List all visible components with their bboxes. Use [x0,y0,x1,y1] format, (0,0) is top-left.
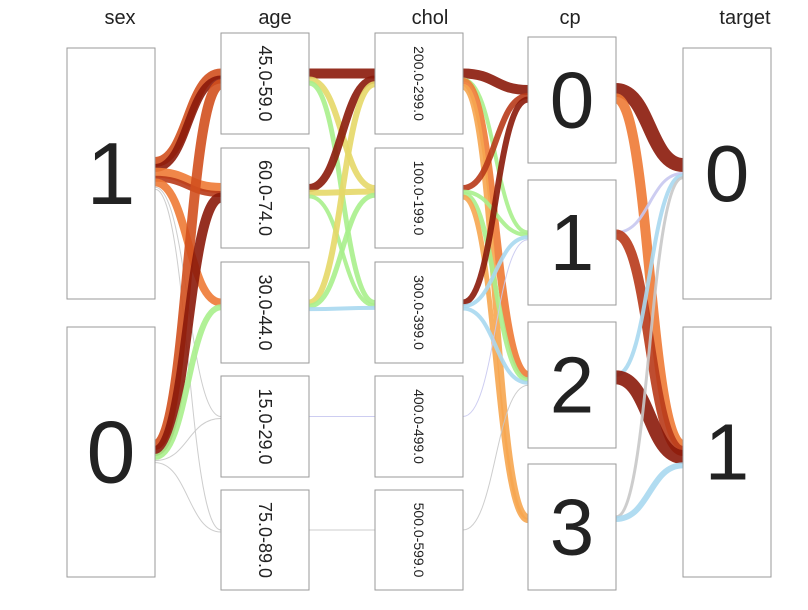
ribbon-sex-1-to-age-60.0-74.0-2[interactable] [154,167,222,193]
node-age-60.0-74.0[interactable]: 60.0-74.0 [220,147,310,249]
ribbon-sex-1-to-age-45.0-59.0-1[interactable] [154,75,222,172]
dimension-label-target: target [719,7,771,29]
node-box-age-30.0-44.0[interactable] [220,261,310,364]
node-box-chol-500.0-599.0[interactable] [374,489,464,591]
node-label-chol-500.0-599.0: 500.0-599.0 [411,503,427,578]
dimension-label-age: age [258,7,291,29]
node-age-75.0-89.0[interactable]: 75.0-89.0 [220,489,310,591]
ribbon-chol-100.0-199.0-to-cp-3-30[interactable] [461,194,530,524]
ribbon-cp-3-to-target-1-43[interactable] [615,462,684,522]
node-box-age-60.0-74.0[interactable] [220,147,310,249]
ribbon-age-60.0-74.0-to-chol-200.0-299.0-15[interactable] [308,75,376,192]
node-cp-2[interactable]: 2 [527,321,617,449]
dimension-label-sex: sex [104,7,135,29]
ribbon-chol-300.0-399.0-to-cp-1-32[interactable] [462,235,529,309]
node-box-chol-200.0-299.0[interactable] [374,32,464,135]
node-label-age-75.0-89.0: 75.0-89.0 [255,502,275,578]
node-label-chol-300.0-399.0: 300.0-399.0 [411,275,427,350]
ribbon-chol-500.0-599.0-to-cp-2-35[interactable] [462,384,529,531]
node-age-45.0-59.0[interactable]: 45.0-59.0 [220,32,310,135]
node-target-0[interactable]: 0 [682,47,772,300]
node-box-target-0[interactable] [682,47,772,300]
ribbon-chol-200.0-299.0-to-cp-2-25[interactable] [461,77,530,379]
dimension-label-chol: chol [412,7,449,29]
node-chol-200.0-299.0[interactable]: 200.0-299.0 [374,32,464,135]
node-age-30.0-44.0[interactable]: 30.0-44.0 [220,261,310,364]
node-label-cp-1: 1 [550,198,595,287]
dimension-label-cp: cp [559,7,580,29]
node-cp-1[interactable]: 1 [527,179,617,306]
ribbon-cp-0-to-target-0-36[interactable] [614,83,685,172]
node-label-age-30.0-44.0: 30.0-44.0 [255,274,275,350]
node-label-target-1: 1 [705,408,750,497]
node-box-chol-300.0-399.0[interactable] [374,261,464,364]
ribbon-cp-1-to-target-0-38[interactable] [615,171,684,234]
node-cp-3[interactable]: 3 [527,463,617,591]
ribbon-sex-1-to-age-60.0-74.0-3[interactable] [154,175,222,197]
node-label-sex-1: 1 [87,124,136,223]
node-target-1[interactable]: 1 [682,326,772,578]
node-box-age-75.0-89.0[interactable] [220,489,310,591]
node-box-chol-100.0-199.0[interactable] [374,147,464,249]
ribbon-age-30.0-44.0-to-chol-300.0-399.0-20[interactable] [308,305,376,312]
node-cp-0[interactable]: 0 [527,36,617,164]
node-label-cp-3: 3 [550,483,595,572]
node-box-target-1[interactable] [682,326,772,578]
node-label-age-60.0-74.0: 60.0-74.0 [255,160,275,236]
ribbon-chol-200.0-299.0-to-cp-3-26[interactable] [461,83,530,520]
node-chol-300.0-399.0[interactable]: 300.0-399.0 [374,261,464,364]
node-box-chol-400.0-499.0[interactable] [374,375,464,478]
node-chol-500.0-599.0[interactable]: 500.0-599.0 [374,489,464,591]
ribbon-sex-0-to-age-75.0-89.0-11[interactable] [154,462,222,533]
ribbon-chol-100.0-199.0-to-cp-0-27[interactable] [462,93,529,191]
node-label-chol-400.0-499.0: 400.0-499.0 [411,389,427,464]
node-box-sex-1[interactable] [66,47,156,300]
node-label-age-15.0-29.0: 15.0-29.0 [255,388,275,464]
ribbon-chol-200.0-299.0-to-cp-0-23[interactable] [462,68,529,95]
node-box-cp-0[interactable] [527,36,617,164]
node-label-cp-0: 0 [550,56,595,145]
ribbon-chol-300.0-399.0-to-cp-0-31[interactable] [462,96,529,306]
node-box-age-15.0-29.0[interactable] [220,375,310,478]
node-layer: 1 0 45.0-59.0 60.0-74.0 30.0-44.0 15.0-29.0 75… [66,32,772,591]
node-label-age-45.0-59.0: 45.0-59.0 [255,45,275,121]
node-box-cp-1[interactable] [527,179,617,306]
ribbon-cp-2-to-target-0-40[interactable] [615,173,684,377]
ribbon-cp-2-to-target-1-41[interactable] [614,370,685,464]
node-label-cp-2: 2 [550,341,595,430]
ribbon-age-30.0-44.0-to-chol-200.0-299.0-18[interactable] [307,81,377,306]
node-box-sex-0[interactable] [66,326,156,578]
node-sex-1[interactable]: 1 [66,47,156,300]
node-age-15.0-29.0[interactable]: 15.0-29.0 [220,375,310,478]
ribbon-chol-300.0-399.0-to-cp-2-33[interactable] [462,306,529,385]
node-chol-400.0-499.0[interactable]: 400.0-499.0 [374,375,464,478]
ribbon-sex-0-to-age-15.0-29.0-10[interactable] [154,418,222,462]
node-label-target-0: 0 [705,129,750,218]
ribbon-chol-100.0-199.0-to-cp-2-29[interactable] [462,191,529,383]
node-box-cp-2[interactable] [527,321,617,449]
ribbon-age-30.0-44.0-to-chol-100.0-199.0-19[interactable] [308,192,376,309]
node-box-age-45.0-59.0[interactable] [220,32,310,135]
node-chol-100.0-199.0[interactable]: 100.0-199.0 [374,147,464,249]
node-label-chol-100.0-199.0: 100.0-199.0 [411,161,427,236]
node-box-cp-3[interactable] [527,463,617,591]
node-sex-0[interactable]: 0 [66,326,156,578]
ribbon-cp-3-to-target-0-42[interactable] [615,176,684,519]
node-label-sex-0: 0 [87,403,136,502]
ribbon-chol-400.0-499.0-to-cp-1-34[interactable] [462,239,529,417]
node-label-chol-200.0-299.0: 200.0-299.0 [411,46,427,121]
ribbon-sex-0-to-age-60.0-74.0-8[interactable] [153,192,223,456]
dimension-label-layer: sex age chol cp target [104,7,771,29]
ribbon-sex-0-to-age-30.0-44.0-9[interactable] [154,304,222,460]
ribbon-layer [152,68,686,533]
